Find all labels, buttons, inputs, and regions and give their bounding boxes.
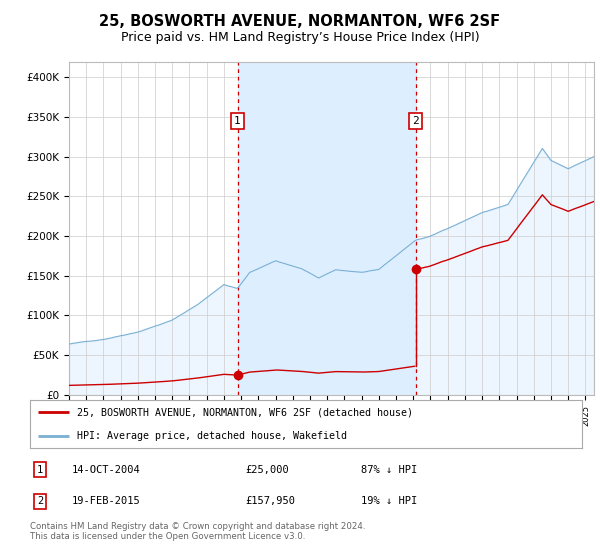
Text: 1: 1 <box>37 465 43 475</box>
Text: 2: 2 <box>412 116 419 126</box>
Text: 87% ↓ HPI: 87% ↓ HPI <box>361 465 418 475</box>
Text: 2: 2 <box>37 496 43 506</box>
Text: 14-OCT-2004: 14-OCT-2004 <box>71 465 140 475</box>
Text: 25, BOSWORTH AVENUE, NORMANTON, WF6 2SF (detached house): 25, BOSWORTH AVENUE, NORMANTON, WF6 2SF … <box>77 407 413 417</box>
Text: 19-FEB-2015: 19-FEB-2015 <box>71 496 140 506</box>
Text: 25, BOSWORTH AVENUE, NORMANTON, WF6 2SF: 25, BOSWORTH AVENUE, NORMANTON, WF6 2SF <box>100 14 500 29</box>
Text: 1: 1 <box>234 116 241 126</box>
Text: £157,950: £157,950 <box>245 496 295 506</box>
Bar <box>238 62 416 395</box>
Text: Price paid vs. HM Land Registry’s House Price Index (HPI): Price paid vs. HM Land Registry’s House … <box>121 31 479 44</box>
Text: 19% ↓ HPI: 19% ↓ HPI <box>361 496 418 506</box>
Text: HPI: Average price, detached house, Wakefield: HPI: Average price, detached house, Wake… <box>77 431 347 441</box>
Text: Contains HM Land Registry data © Crown copyright and database right 2024.
This d: Contains HM Land Registry data © Crown c… <box>30 522 365 542</box>
Text: £25,000: £25,000 <box>245 465 289 475</box>
